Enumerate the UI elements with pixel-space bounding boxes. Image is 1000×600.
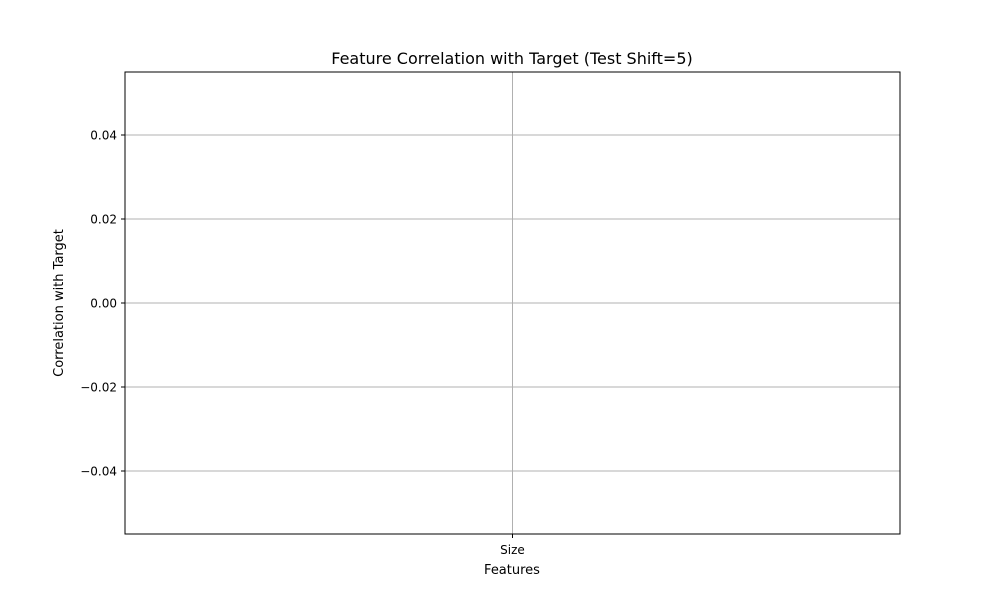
y-axis-label: Correlation with Target: [52, 229, 67, 377]
y-tick-label: 0.04: [90, 129, 117, 143]
x-axis-label: Features: [484, 563, 540, 578]
y-axis-ticks: 0.04 0.02 0.00 −0.02 −0.04: [80, 129, 125, 479]
x-tick-label: Size: [500, 543, 525, 557]
grid: [125, 72, 900, 534]
chart-title: Feature Correlation with Target (Test Sh…: [331, 49, 693, 68]
y-tick-label: −0.04: [80, 465, 117, 479]
y-tick-label: 0.02: [90, 213, 117, 227]
y-tick-label: −0.02: [80, 381, 117, 395]
x-axis-ticks: Size: [500, 534, 525, 557]
y-tick-label: 0.00: [90, 297, 117, 311]
